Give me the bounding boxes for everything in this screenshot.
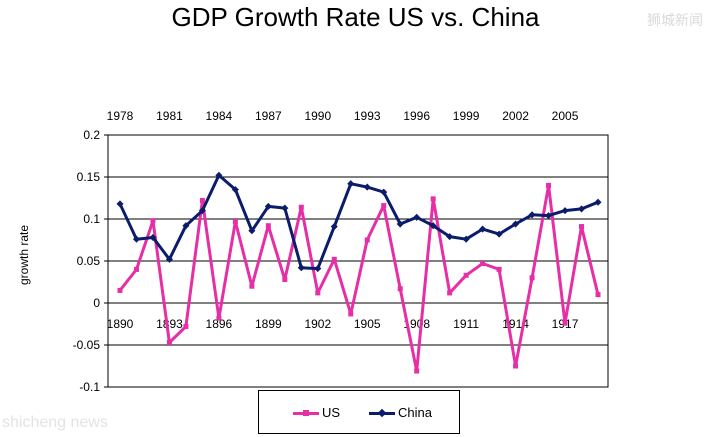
- data-point-us: [595, 292, 601, 298]
- legend-swatch-china: [369, 408, 395, 418]
- legend-item-china: China: [369, 405, 432, 420]
- data-point-china: [297, 264, 305, 272]
- data-point-china: [314, 265, 322, 273]
- data-point-china: [281, 204, 289, 212]
- data-point-china: [594, 198, 602, 206]
- legend: US China: [258, 390, 460, 434]
- data-point-us: [166, 339, 172, 345]
- data-point-china: [363, 183, 371, 191]
- data-point-china: [149, 233, 157, 242]
- data-point-china: [413, 213, 421, 221]
- data-point-us: [282, 276, 288, 282]
- data-point-china: [248, 227, 256, 235]
- data-point-us: [513, 363, 519, 369]
- data-point-us: [331, 256, 337, 262]
- x-bottom-tick-label: 1911: [453, 317, 479, 331]
- data-point-us: [199, 198, 205, 204]
- chart-title: GDP Growth Rate US vs. China: [171, 2, 540, 32]
- data-point-us: [447, 290, 453, 296]
- data-point-china: [182, 222, 190, 230]
- x-top-tick-label: 1999: [453, 109, 480, 123]
- y-tick-label: 0.15: [77, 170, 101, 184]
- watermark-text: 狮城新闻: [647, 13, 703, 29]
- data-point-us: [364, 237, 370, 243]
- legend-item-us: US: [293, 405, 340, 420]
- data-point-china: [462, 235, 470, 243]
- legend-label-us: US: [322, 405, 341, 420]
- x-bottom-tick-label: 1899: [255, 317, 282, 331]
- data-point-us: [348, 311, 354, 317]
- data-point-china: [198, 207, 206, 215]
- x-top-tick-label: 2005: [552, 109, 579, 123]
- data-point-us: [216, 315, 222, 321]
- x-top-tick-label: 1984: [206, 109, 233, 123]
- data-point-china: [446, 233, 454, 241]
- x-bottom-tick-label: 1902: [304, 317, 331, 331]
- x-bottom-tick-label: 1908: [403, 317, 430, 331]
- series-line-us: [118, 183, 600, 373]
- data-point-us: [249, 283, 255, 289]
- data-point-china: [231, 186, 239, 194]
- data-point-us: [133, 266, 139, 272]
- data-point-us: [315, 290, 321, 296]
- data-point-us: [430, 196, 436, 202]
- data-point-us: [496, 266, 502, 272]
- x-top-tick-label: 1981: [156, 109, 183, 123]
- data-point-china: [495, 230, 503, 238]
- data-point-china: [545, 212, 553, 220]
- data-point-china: [561, 207, 569, 215]
- data-point-us: [463, 272, 469, 278]
- y-tick-label: -0.1: [79, 380, 100, 394]
- data-point-china: [577, 205, 586, 213]
- y-tick-label: -0.05: [73, 338, 101, 352]
- x-bottom-tick-label: 1896: [206, 317, 233, 331]
- data-point-china: [512, 220, 520, 228]
- data-point-us: [117, 287, 123, 293]
- data-point-us: [381, 203, 387, 209]
- data-point-us: [562, 320, 568, 326]
- series-line-china: [118, 173, 599, 271]
- y-tick-label: 0: [93, 296, 100, 310]
- x-bottom-tick-label: 1893: [156, 317, 183, 331]
- data-point-us: [298, 204, 304, 210]
- data-point-china: [528, 211, 536, 219]
- x-top-tick-label: 1987: [255, 109, 282, 123]
- data-point-china: [396, 220, 404, 228]
- x-top-tick-label: 1993: [354, 109, 381, 123]
- data-point-china: [132, 235, 141, 243]
- data-point-china: [116, 200, 124, 208]
- data-point-china: [479, 225, 487, 233]
- data-point-us: [265, 223, 271, 229]
- data-point-china: [264, 202, 272, 210]
- x-bottom-tick-label: 1905: [354, 317, 381, 331]
- x-top-tick-label: 1996: [403, 109, 430, 123]
- data-point-us: [546, 182, 552, 188]
- x-top-tick-label: 2002: [502, 109, 529, 123]
- data-point-china: [429, 222, 437, 230]
- data-point-china: [330, 223, 338, 231]
- data-point-us: [397, 286, 403, 292]
- x-top-tick-label: 1978: [107, 109, 134, 123]
- x-bottom-tick-label: 1890: [107, 317, 134, 331]
- data-point-us: [414, 368, 420, 374]
- data-point-us: [529, 275, 535, 281]
- y-tick-label: 0.2: [83, 128, 100, 142]
- data-point-china: [347, 180, 355, 188]
- data-point-us: [232, 219, 238, 225]
- legend-swatch-us: [293, 408, 319, 418]
- y-tick-label: 0.05: [77, 254, 101, 268]
- data-point-us: [480, 261, 486, 267]
- data-point-us: [150, 218, 156, 224]
- y-tick-label: 0.1: [83, 212, 100, 226]
- data-point-us: [579, 224, 585, 230]
- data-point-china: [380, 188, 388, 196]
- watermark-bottom-text: shicheng news: [2, 414, 108, 431]
- data-point-us: [183, 324, 189, 330]
- data-point-china: [215, 171, 223, 179]
- legend-label-china: China: [398, 405, 432, 420]
- data-point-china: [165, 255, 173, 263]
- x-top-tick-label: 1990: [304, 109, 331, 123]
